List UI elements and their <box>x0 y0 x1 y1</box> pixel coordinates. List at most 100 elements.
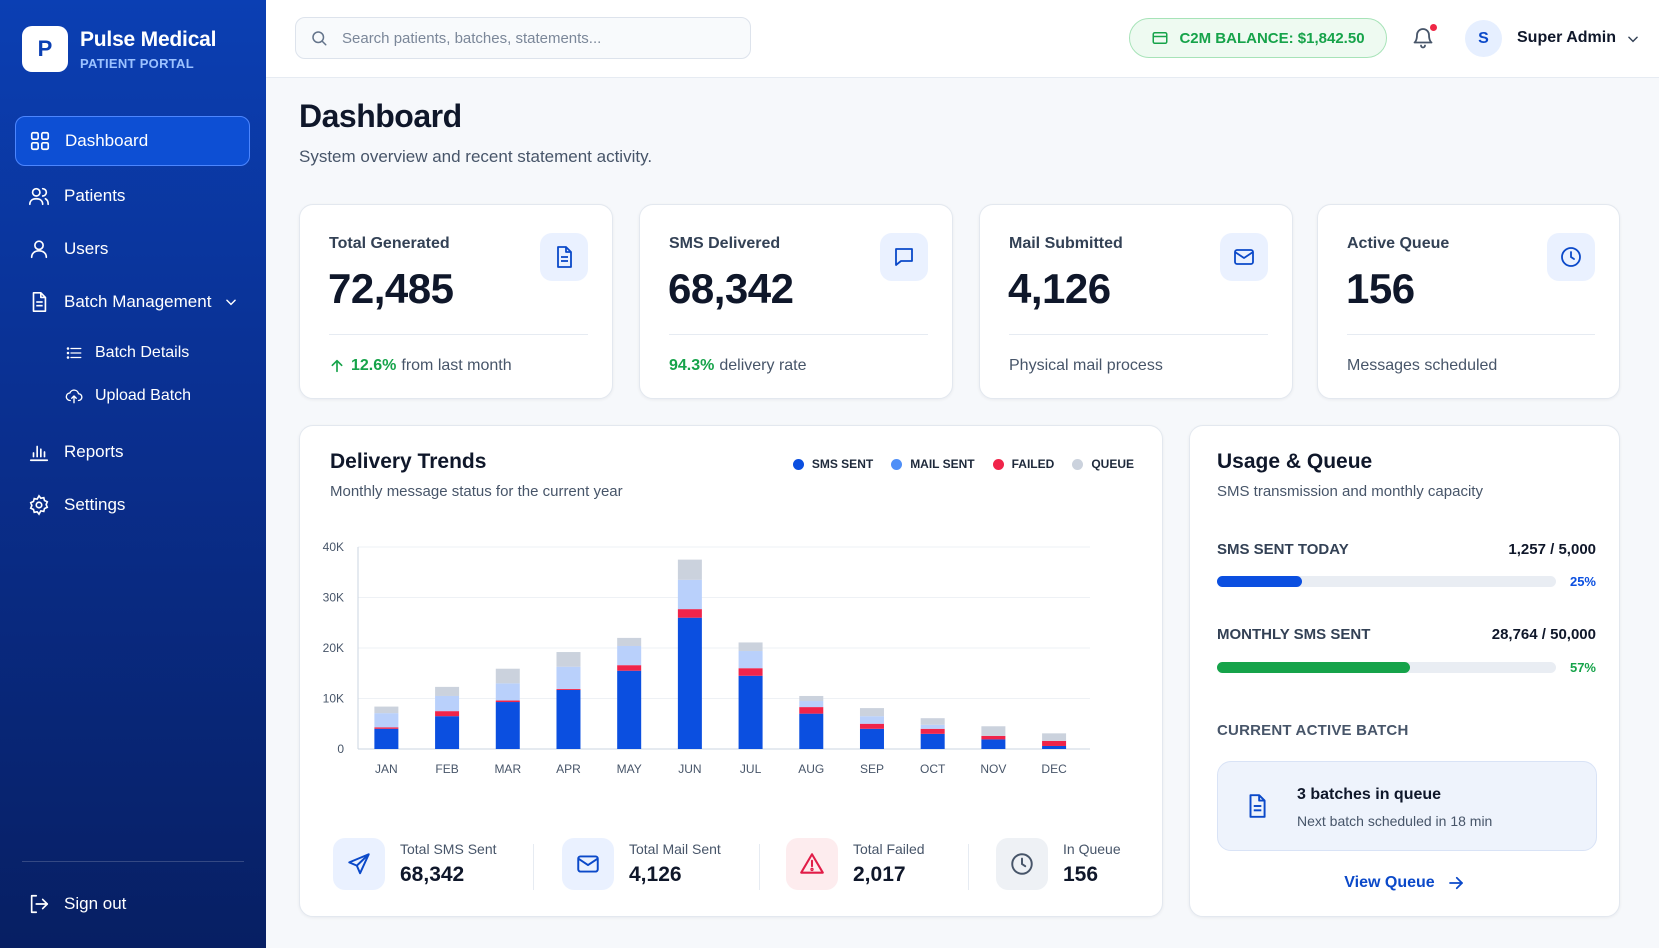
x-tick-label: FEB <box>435 762 458 776</box>
stat-label: Active Queue <box>1347 235 1450 252</box>
sidebar-subitem-label: Batch Details <box>95 344 190 361</box>
stat-footer-text: delivery rate <box>719 357 807 374</box>
summary-icon-box <box>562 838 614 890</box>
sidebar-item-patients[interactable]: Patients <box>15 171 250 221</box>
summary-icon-box <box>333 838 385 890</box>
bar-segment-failed <box>435 711 460 717</box>
usage-progress-track <box>1217 662 1556 673</box>
stat-card-active-queue: Active Queue 156 Messages scheduled <box>1317 204 1620 399</box>
summary-label: Total Failed <box>853 841 925 857</box>
bar-segment-failed <box>374 727 399 729</box>
usage-progress-fill <box>1217 576 1302 587</box>
sidebar-subitem-upload-batch[interactable]: Upload Batch <box>65 381 191 411</box>
user-name[interactable]: Super Admin <box>1517 29 1616 46</box>
summary-divider <box>533 844 534 890</box>
chart-summary-row: Total SMS Sent 68,342 Total Mail Sent 4,12… <box>330 836 1140 896</box>
bar-segment-sms-sent <box>799 713 824 749</box>
sidebar-item-label: Dashboard <box>65 131 149 150</box>
arrow-right-icon <box>1448 876 1463 890</box>
stat-highlight: 12.6% <box>351 357 397 374</box>
bar-segment-queue <box>859 708 884 717</box>
stat-footer-text: Messages scheduled <box>1347 357 1498 374</box>
stat-icon-box <box>1547 233 1595 281</box>
bar-segment-sms-sent <box>981 739 1006 749</box>
notifications-button[interactable] <box>1411 24 1437 51</box>
usage-value: 28,764 / 50,000 <box>1491 626 1596 643</box>
credit-card-icon <box>1152 32 1168 44</box>
search-icon <box>312 31 327 46</box>
bar-segment-queue <box>495 668 520 684</box>
brand-name: Pulse Medical <box>80 28 217 51</box>
stat-label: Total Generated <box>329 235 450 252</box>
balance-text: C2M BALANCE: $1,842.50 <box>1179 29 1365 47</box>
usage-subtitle: SMS transmission and monthly capacity <box>1217 483 1483 500</box>
bar-segment-sms-sent <box>495 702 520 749</box>
legend-item-mail-sent: MAIL SENT <box>891 457 975 471</box>
chevron-down-icon[interactable] <box>1626 32 1640 46</box>
legend-item-queue: QUEUE <box>1072 457 1134 471</box>
x-tick-label: APR <box>556 762 581 776</box>
sidebar-item-label: Batch Management <box>64 292 212 311</box>
view-queue-link[interactable]: View Queue <box>1190 874 1619 892</box>
search-box[interactable] <box>295 17 751 59</box>
bar-segment-mail-sent <box>617 645 642 666</box>
batch-subtitle: Next batch scheduled in 18 min <box>1297 813 1493 829</box>
avatar[interactable]: S <box>1465 20 1502 57</box>
summary-total-sms: Total SMS Sent 68,342 <box>333 836 497 892</box>
legend-label: MAIL SENT <box>910 457 975 471</box>
bar-segment-queue <box>920 718 945 725</box>
current-batch-heading: CURRENT ACTIVE BATCH <box>1217 722 1409 739</box>
bar-segment-failed <box>556 688 581 690</box>
stat-footer: Physical mail process <box>1009 357 1163 375</box>
sign-out-button[interactable]: Sign out <box>15 879 250 929</box>
sidebar: P Pulse Medical PATIENT PORTAL Dashboard… <box>0 0 266 948</box>
summary-label: Total SMS Sent <box>400 841 497 857</box>
users-icon <box>29 187 49 206</box>
legend-swatch <box>792 458 804 470</box>
stat-value: 68,342 <box>668 265 794 312</box>
stat-footer: 12.6% from last month <box>329 357 512 375</box>
stat-divider <box>1009 334 1268 335</box>
stat-footer: Messages scheduled <box>1347 357 1497 375</box>
y-tick-label: 30K <box>323 591 344 605</box>
summary-in-queue: In Queue 156 <box>996 836 1121 892</box>
bar-segment-sms-sent <box>374 728 399 749</box>
bar-segment-queue <box>374 706 399 714</box>
bar-segment-sms-sent <box>920 733 945 749</box>
sidebar-item-dashboard[interactable]: Dashboard <box>15 116 250 166</box>
bar-segment-sms-sent <box>617 670 642 749</box>
sidebar-item-label: Patients <box>64 186 126 205</box>
summary-value: 156 <box>1063 863 1099 886</box>
sidebar-item-users[interactable]: Users <box>15 224 250 274</box>
document-icon <box>557 246 572 268</box>
usage-percent: 57% <box>1569 660 1596 675</box>
legend-swatch <box>1072 458 1084 470</box>
stat-card-total-generated: Total Generated 72,485 12.6% from last m… <box>299 204 613 399</box>
x-tick-label: MAR <box>494 762 521 776</box>
stat-divider <box>329 334 588 335</box>
sidebar-subitem-batch-details[interactable]: Batch Details <box>65 338 189 368</box>
bar-segment-failed <box>617 665 642 671</box>
bar-segment-queue <box>799 695 824 702</box>
top-bar: C2M BALANCE: $1,842.50 S Super Admin <box>266 0 1659 78</box>
current-batch-box: 3 batches in queue Next batch scheduled … <box>1217 761 1597 851</box>
sign-out-icon <box>30 894 49 914</box>
bar-segment-queue <box>981 726 1006 736</box>
x-tick-label: DEC <box>1041 762 1067 776</box>
x-tick-label: JUL <box>740 762 762 776</box>
stat-icon-box <box>540 233 588 281</box>
legend-label: QUEUE <box>1091 457 1134 471</box>
bar-segment-queue <box>435 686 460 696</box>
document-icon <box>1249 794 1266 818</box>
bar-segment-mail-sent <box>738 651 763 669</box>
summary-total-mail: Total Mail Sent 4,126 <box>562 836 721 892</box>
bar-segment-failed <box>1042 740 1067 746</box>
summary-label: In Queue <box>1063 841 1121 857</box>
sidebar-item-batch-management[interactable]: Batch Management <box>15 277 250 327</box>
legend-swatch <box>891 458 903 470</box>
x-tick-label: AUG <box>798 762 824 776</box>
sidebar-item-settings[interactable]: Settings <box>15 480 250 530</box>
search-input[interactable] <box>342 29 722 47</box>
x-tick-label: OCT <box>920 762 946 776</box>
sidebar-item-reports[interactable]: Reports <box>15 427 250 477</box>
